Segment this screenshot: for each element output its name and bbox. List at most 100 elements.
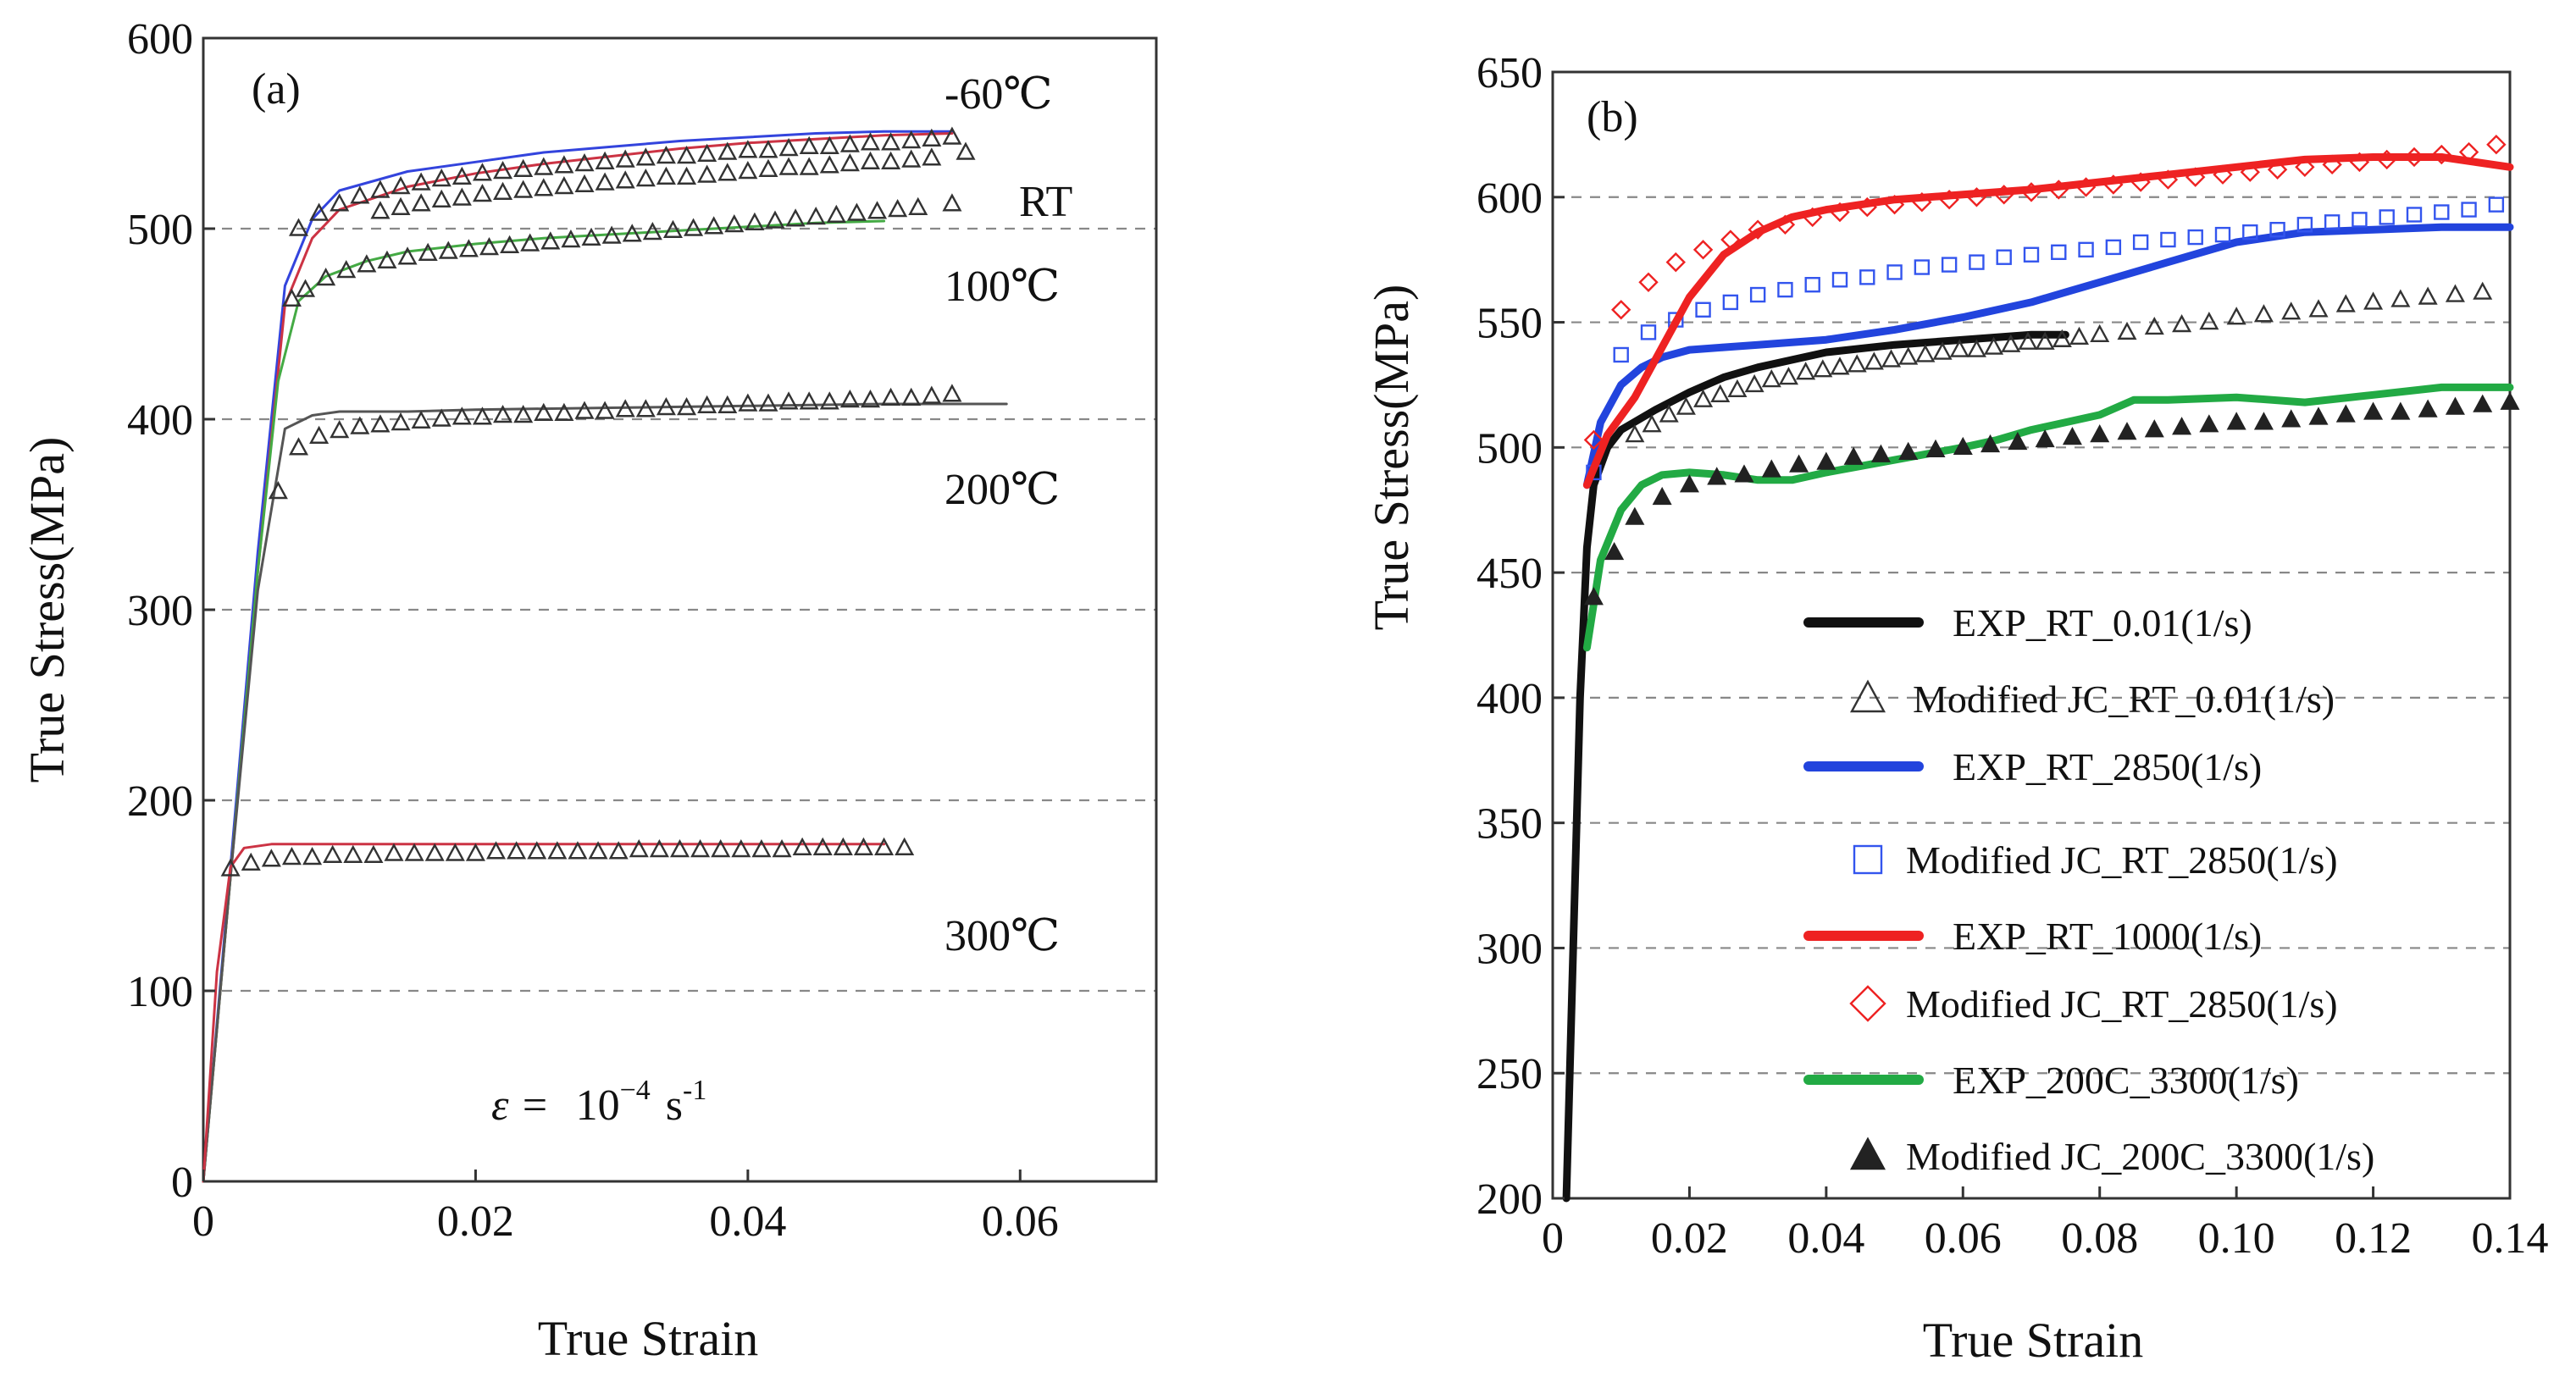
y-tick-label: 250 [1476, 1050, 1543, 1098]
y-tick-label: 600 [127, 15, 193, 64]
series-line-200 [202, 402, 1008, 1183]
data-point-rt-model [922, 147, 942, 166]
data-point-100-model [316, 267, 336, 286]
data-point-300-model [833, 837, 853, 855]
data-point-rt-model [860, 151, 881, 169]
series-markers-modified-jc-rt-2850-1-s [1583, 135, 2507, 451]
data-point-rt-model [554, 175, 574, 195]
data-point-modified-jc-rt-2850-1-s [2132, 234, 2149, 251]
data-point-300-model [486, 841, 507, 860]
data-point-60-model [330, 193, 350, 212]
data-point-100-model [662, 219, 683, 238]
legend-label-exp-rt-1000-1-s: EXP_RT_1000(1/s) [1953, 915, 2262, 958]
data-point-60-model [738, 140, 758, 158]
data-point-modified-jc-200c-3300-1-s [1652, 486, 1672, 506]
legend-label-exp-rt-0-01-1-s: EXP_RT_0.01(1/s) [1953, 601, 2252, 644]
data-point-modified-jc-rt-2850-1-s [2075, 177, 2097, 197]
data-point-300-model [690, 838, 711, 858]
y-tick-label: 300 [127, 587, 193, 635]
data-point-100-model [826, 204, 846, 223]
data-point-modified-jc-rt-2850-1-s [1941, 257, 1958, 273]
data-point-100-model [581, 227, 601, 246]
data-point-200-model [309, 425, 330, 444]
data-point-rt-model [431, 189, 451, 207]
data-point-300-model [323, 844, 343, 863]
panel-label-b: (b) [1587, 93, 1638, 141]
data-point-modified-jc-200c-3300-1-s [1707, 467, 1727, 485]
data-point-modified-jc-rt-2850-1-s [2078, 241, 2094, 258]
x-tick-label: 0.12 [2335, 1214, 2412, 1263]
data-point-modified-jc-200c-3300-1-s [2281, 409, 2302, 428]
data-point-modified-jc-rt-0-01-1-s [1898, 346, 1919, 365]
data-point-modified-jc-rt-0-01-1-s [2445, 284, 2465, 302]
data-point-200-model [451, 406, 472, 425]
data-point-modified-jc-200c-3300-1-s [1604, 541, 1625, 561]
data-point-modified-jc-rt-2850-1-s [2105, 239, 2122, 256]
data-point-modified-jc-rt-2850-1-s [1831, 272, 1848, 288]
data-point-rt-model [513, 180, 534, 198]
series-markers-modified-jc-rt-2850-1-s [1586, 196, 2505, 481]
x-axis-title-b: True Strain [1923, 1313, 2144, 1368]
series-label-minus60: -60℃ [945, 70, 1053, 119]
data-point-modified-jc-200c-3300-1-s [2035, 429, 2055, 448]
data-point-200-model [778, 391, 799, 410]
data-point-modified-jc-rt-0-01-1-s [2281, 301, 2302, 320]
legend-swatch-modified-jc-200c-3300-1-s [1849, 1136, 1886, 1170]
data-point-modified-jc-200c-3300-1-s [2390, 401, 2411, 420]
data-point-modified-jc-rt-2850-1-s [2160, 231, 2176, 248]
legend-swatch-modified-jc-rt-2850-1-s [1853, 844, 1883, 875]
data-point-rt-model [717, 163, 738, 181]
data-point-60-model [309, 202, 330, 221]
data-point-modified-jc-200c-3300-1-s [2062, 426, 2082, 445]
data-point-modified-jc-200c-3300-1-s [1761, 459, 1781, 478]
data-point-modified-jc-rt-0-01-1-s [2473, 281, 2493, 300]
data-point-60-model [472, 163, 492, 181]
data-point-rt-model [697, 164, 717, 183]
data-point-200-model [554, 402, 574, 421]
data-point-200-model [839, 389, 860, 408]
data-point-modified-jc-rt-0-01-1-s [2001, 334, 2021, 352]
data-point-modified-jc-rt-2850-1-s [2158, 169, 2179, 190]
series-line-100 [202, 219, 886, 1183]
data-point-200-model [574, 401, 595, 419]
data-point-100-model [520, 233, 540, 252]
plot-frame-b [1551, 70, 2512, 1200]
data-point-100-model [622, 224, 642, 242]
data-point-200-model [758, 393, 778, 412]
data-point-modified-jc-200c-3300-1-s [1980, 434, 2001, 453]
data-point-rt-model [677, 166, 697, 185]
data-point-300-model [343, 844, 363, 863]
strain-rate-unit-exp: -1 [683, 1075, 706, 1106]
data-point-modified-jc-rt-2850-1-s [2379, 209, 2395, 225]
legend-swatch-modified-jc-rt-0-01-1-s [1849, 679, 1886, 713]
data-point-300-model [608, 841, 629, 860]
y-tick-label: 0 [171, 1159, 193, 1207]
data-point-300-model [792, 837, 812, 855]
data-point-modified-jc-rt-2850-1-s [2051, 244, 2067, 260]
data-point-modified-jc-rt-0-01-1-s [2090, 324, 2110, 343]
data-point-rt-model [472, 183, 492, 202]
data-point-modified-jc-200c-3300-1-s [2473, 394, 2493, 412]
y-tick-label: 350 [1476, 800, 1543, 849]
x-tick-label: 0.06 [1925, 1214, 2002, 1263]
data-point-100-model [745, 212, 765, 230]
data-point-200-model [697, 395, 717, 413]
data-point-modified-jc-rt-2850-1-s [2187, 229, 2203, 246]
legend-b: EXP_RT_0.01(1/s) Modified JC_RT_0.01(1/s)… [1803, 601, 2374, 1178]
series-label-rt: RT [1019, 178, 1072, 226]
data-point-60-model [574, 152, 595, 172]
x-tick-label: 0.02 [437, 1197, 514, 1246]
legend-label-modified-jc-200c-3300-1-s: Modified JC_200C_3300(1/s) [1906, 1135, 2374, 1178]
legend-label-exp-rt-2850-1-s: EXP_RT_2850(1/s) [1953, 745, 2262, 788]
data-point-modified-jc-rt-2850-1-s [1857, 196, 1877, 218]
data-point-modified-jc-rt-0-01-1-s [1830, 357, 1850, 375]
data-point-60-model [288, 218, 309, 236]
data-point-modified-jc-rt-2850-1-s [1665, 252, 1686, 273]
data-point-100-model [397, 246, 418, 265]
data-point-modified-jc-200c-3300-1-s [2363, 401, 2384, 420]
chart-panel-a: 0 100 200 300 400 500 600 0 0.02 0.04 0.06 (a) -60… [19, 15, 1158, 1366]
data-point-rt-model [370, 201, 391, 219]
data-point-60-model [513, 158, 534, 177]
data-point-modified-jc-200c-3300-1-s [1953, 436, 1973, 456]
data-point-modified-jc-rt-2850-1-s [1994, 185, 2014, 205]
